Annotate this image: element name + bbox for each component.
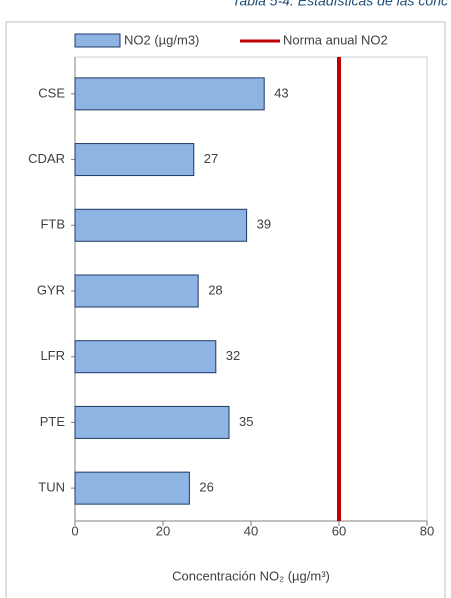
data-label: 35 — [239, 414, 253, 429]
y-tick-label: TUN — [38, 480, 65, 495]
bar — [74, 143, 195, 177]
bar — [74, 274, 199, 308]
chart-title: Tabla 5-4. Estadísticas de las conc — [232, 0, 448, 9]
data-label: 27 — [204, 151, 218, 166]
legend-swatch — [74, 33, 121, 48]
bar — [74, 77, 265, 111]
x-tick-label: 40 — [244, 523, 258, 538]
x-tick-label: 60 — [332, 523, 346, 538]
data-label: 39 — [257, 217, 271, 232]
bar — [74, 340, 217, 374]
data-label: 32 — [226, 348, 240, 363]
y-tick-label: FTB — [40, 217, 65, 232]
x-tick-label: 80 — [420, 523, 434, 538]
y-tick-label: GYR — [37, 282, 65, 297]
legend-label: Norma anual NO2 — [283, 32, 388, 47]
bar — [74, 471, 190, 505]
y-tick-label: CDAR — [28, 151, 65, 166]
x-axis-label: Concentración NO₂ (µg/m³) — [172, 568, 330, 583]
data-label: 26 — [199, 480, 213, 495]
x-tick-label: 0 — [71, 523, 78, 538]
data-label: 28 — [208, 282, 222, 297]
y-tick-label: CSE — [38, 85, 65, 100]
x-tick-label: 20 — [156, 523, 170, 538]
legend-label: NO2 (µg/m3) — [124, 32, 199, 47]
data-label: 43 — [274, 85, 288, 100]
bar — [74, 208, 248, 242]
y-tick-label: LFR — [40, 348, 65, 363]
y-tick-label: PTE — [40, 414, 66, 429]
bar — [74, 405, 230, 439]
